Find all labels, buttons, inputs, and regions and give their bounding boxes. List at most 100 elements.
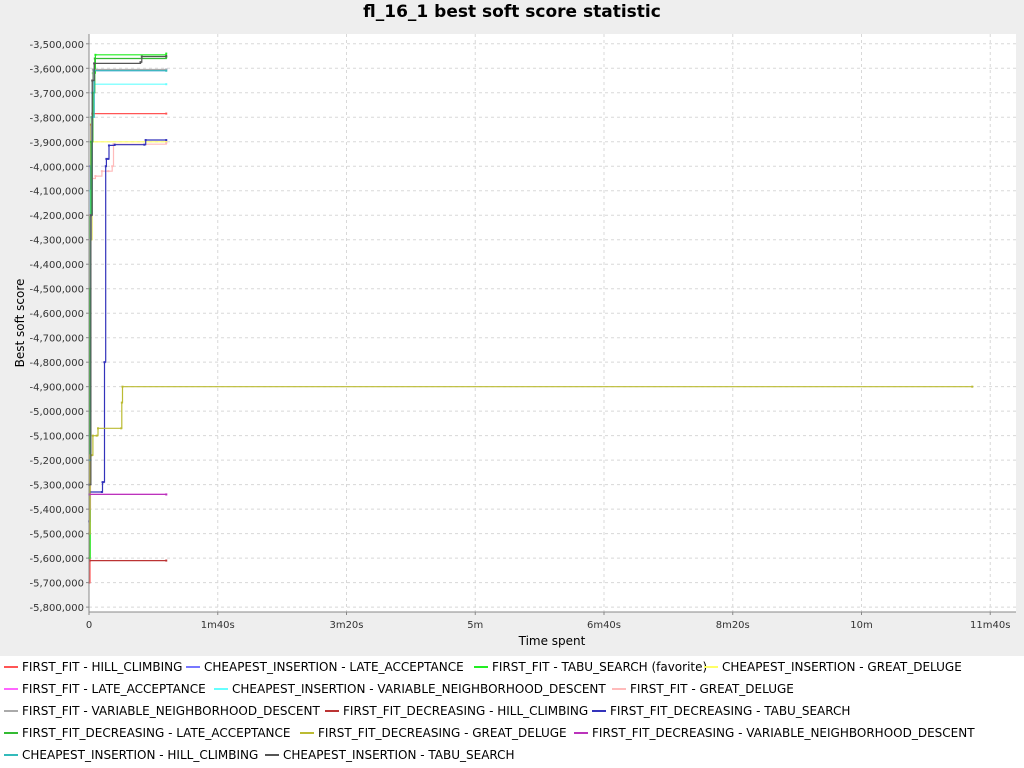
y-tick-label: -5,400,000	[29, 505, 84, 516]
legend-label: FIRST_FIT - HILL_CLIMBING	[22, 660, 183, 674]
legend-swatch	[214, 688, 228, 690]
series-point	[107, 144, 110, 147]
legend-swatch	[325, 710, 339, 712]
legend-item: CHEAPEST_INSERTION - TABU_SEARCH	[265, 744, 515, 766]
series-point	[105, 157, 108, 160]
legend-label: FIRST_FIT - LATE_ACCEPTANCE	[22, 682, 206, 696]
y-tick-label: -5,600,000	[29, 554, 84, 565]
y-tick-label: -3,800,000	[29, 113, 84, 124]
legend-item: FIRST_FIT - VARIABLE_NEIGHBORHOOD_DESCEN…	[4, 700, 320, 722]
legend-label: CHEAPEST_INSERTION - GREAT_DELUGE	[722, 660, 962, 674]
y-tick-label: -3,900,000	[29, 138, 84, 149]
x-tick-label: 5m	[467, 620, 483, 631]
legend-label: FIRST_FIT_DECREASING - GREAT_DELUGE	[318, 726, 567, 740]
x-tick-label: 8m20s	[716, 620, 750, 631]
legend-item: FIRST_FIT - HILL_CLIMBING	[4, 656, 182, 678]
y-tick-label: -5,200,000	[29, 456, 84, 467]
series-point	[120, 401, 123, 404]
series-point	[165, 68, 168, 71]
chart-svg: -3,500,000 -3,600,000 -3,700,000 -3,800,000…	[13, 34, 1016, 648]
legend-label: CHEAPEST_INSERTION - HILL_CLIMBING	[22, 748, 259, 762]
series-point	[97, 427, 100, 430]
series-layer	[88, 52, 974, 584]
legend-swatch	[704, 666, 718, 668]
legend-swatch	[4, 710, 18, 712]
y-tick-label: -5,100,000	[29, 432, 84, 443]
series-point	[113, 143, 116, 146]
legend-item: FIRST_FIT_DECREASING - HILL_CLIMBING	[325, 700, 588, 722]
legend-swatch	[592, 710, 606, 712]
series-point	[89, 214, 92, 217]
series-point	[165, 140, 168, 143]
legend-item: FIRST_FIT_DECREASING - LATE_ACCEPTANCE	[4, 722, 291, 744]
y-tick-label: -4,400,000	[29, 260, 84, 271]
x-tick-label: 3m20s	[329, 620, 363, 631]
legend-item: CHEAPEST_INSERTION - VARIABLE_NEIGHBORHO…	[214, 678, 606, 700]
series-point	[103, 361, 106, 364]
legend-item: CHEAPEST_INSERTION - HILL_CLIMBING	[4, 744, 258, 766]
x-tick-label: 1m40s	[201, 620, 235, 631]
legend-item: FIRST_FIT - LATE_ACCEPTANCE	[4, 678, 206, 700]
x-tick-label: 6m40s	[587, 620, 621, 631]
series-point	[107, 157, 110, 160]
legend-label: FIRST_FIT - TABU_SEARCH (favorite)	[492, 660, 708, 674]
legend-label: FIRST_FIT_DECREASING - VARIABLE_NEIGHBOR…	[592, 726, 975, 740]
y-tick-label: -5,300,000	[29, 481, 84, 492]
legend-swatch	[612, 688, 626, 690]
legend-label: FIRST_FIT - VARIABLE_NEIGHBORHOOD_DESCEN…	[22, 704, 320, 718]
y-tick-label: -5,700,000	[29, 579, 84, 590]
y-tick-label: -4,000,000	[29, 162, 84, 173]
series-point	[165, 69, 168, 72]
series-8	[88, 559, 168, 562]
legend-label: FIRST_FIT_DECREASING - TABU_SEARCH	[610, 704, 851, 718]
series-point	[91, 68, 94, 71]
series-point	[107, 170, 110, 173]
series-point	[143, 143, 146, 146]
series-point	[89, 238, 92, 241]
series-point	[91, 434, 94, 437]
series-point	[91, 79, 94, 82]
series-point	[120, 427, 123, 430]
x-tick-label: 0	[86, 620, 92, 631]
series-point	[165, 83, 168, 86]
legend-item: FIRST_FIT_DECREASING - TABU_SEARCH	[592, 700, 850, 722]
legend: FIRST_FIT - HILL_CLIMBING CHEAPEST_INSERT…	[0, 656, 1024, 768]
y-tick-label: -3,500,000	[29, 40, 84, 51]
series-point	[89, 287, 92, 290]
y-tick-label: -3,700,000	[29, 89, 84, 100]
series-point	[88, 559, 91, 562]
plot-area	[89, 34, 1016, 612]
legend-item: CHEAPEST_INSERTION - LATE_ACCEPTANCE	[186, 656, 464, 678]
y-tick-label: -3,600,000	[29, 64, 84, 75]
series-point	[112, 143, 115, 146]
chart-title: fl_16_1 best soft score statistic	[363, 2, 661, 22]
y-tick-label: -5,000,000	[29, 407, 84, 418]
y-tick-label: -4,300,000	[29, 236, 84, 247]
series-point	[165, 112, 168, 115]
series-point	[144, 139, 147, 142]
legend-label: FIRST_FIT_DECREASING - HILL_CLIMBING	[343, 704, 589, 718]
series-point	[139, 61, 142, 64]
legend-swatch	[300, 732, 314, 734]
grid-layer	[88, 34, 1016, 612]
legend-swatch	[4, 754, 18, 756]
series-point	[94, 53, 97, 56]
legend-swatch	[4, 666, 18, 668]
series-point	[165, 493, 168, 496]
legend-item: FIRST_FIT - GREAT_DELUGE	[612, 678, 794, 700]
series-point	[165, 52, 168, 55]
x-axis-label: Time spent	[518, 634, 586, 648]
series-point	[95, 434, 98, 437]
y-axis-label: Best soft score	[13, 279, 27, 368]
series-point	[91, 91, 94, 94]
legend-item: FIRST_FIT - TABU_SEARCH (favorite)	[474, 656, 707, 678]
series-point	[94, 175, 97, 178]
legend-label: CHEAPEST_INSERTION - VARIABLE_NEIGHBORHO…	[232, 682, 606, 696]
legend-swatch	[474, 666, 488, 668]
legend-label: CHEAPEST_INSERTION - LATE_ACCEPTANCE	[204, 660, 464, 674]
series-point	[93, 57, 96, 60]
legend-label: CHEAPEST_INSERTION - TABU_SEARCH	[283, 748, 515, 762]
y-tick-label: -4,700,000	[29, 334, 84, 345]
legend-swatch	[4, 688, 18, 690]
legend-item: CHEAPEST_INSERTION - GREAT_DELUGE	[704, 656, 962, 678]
